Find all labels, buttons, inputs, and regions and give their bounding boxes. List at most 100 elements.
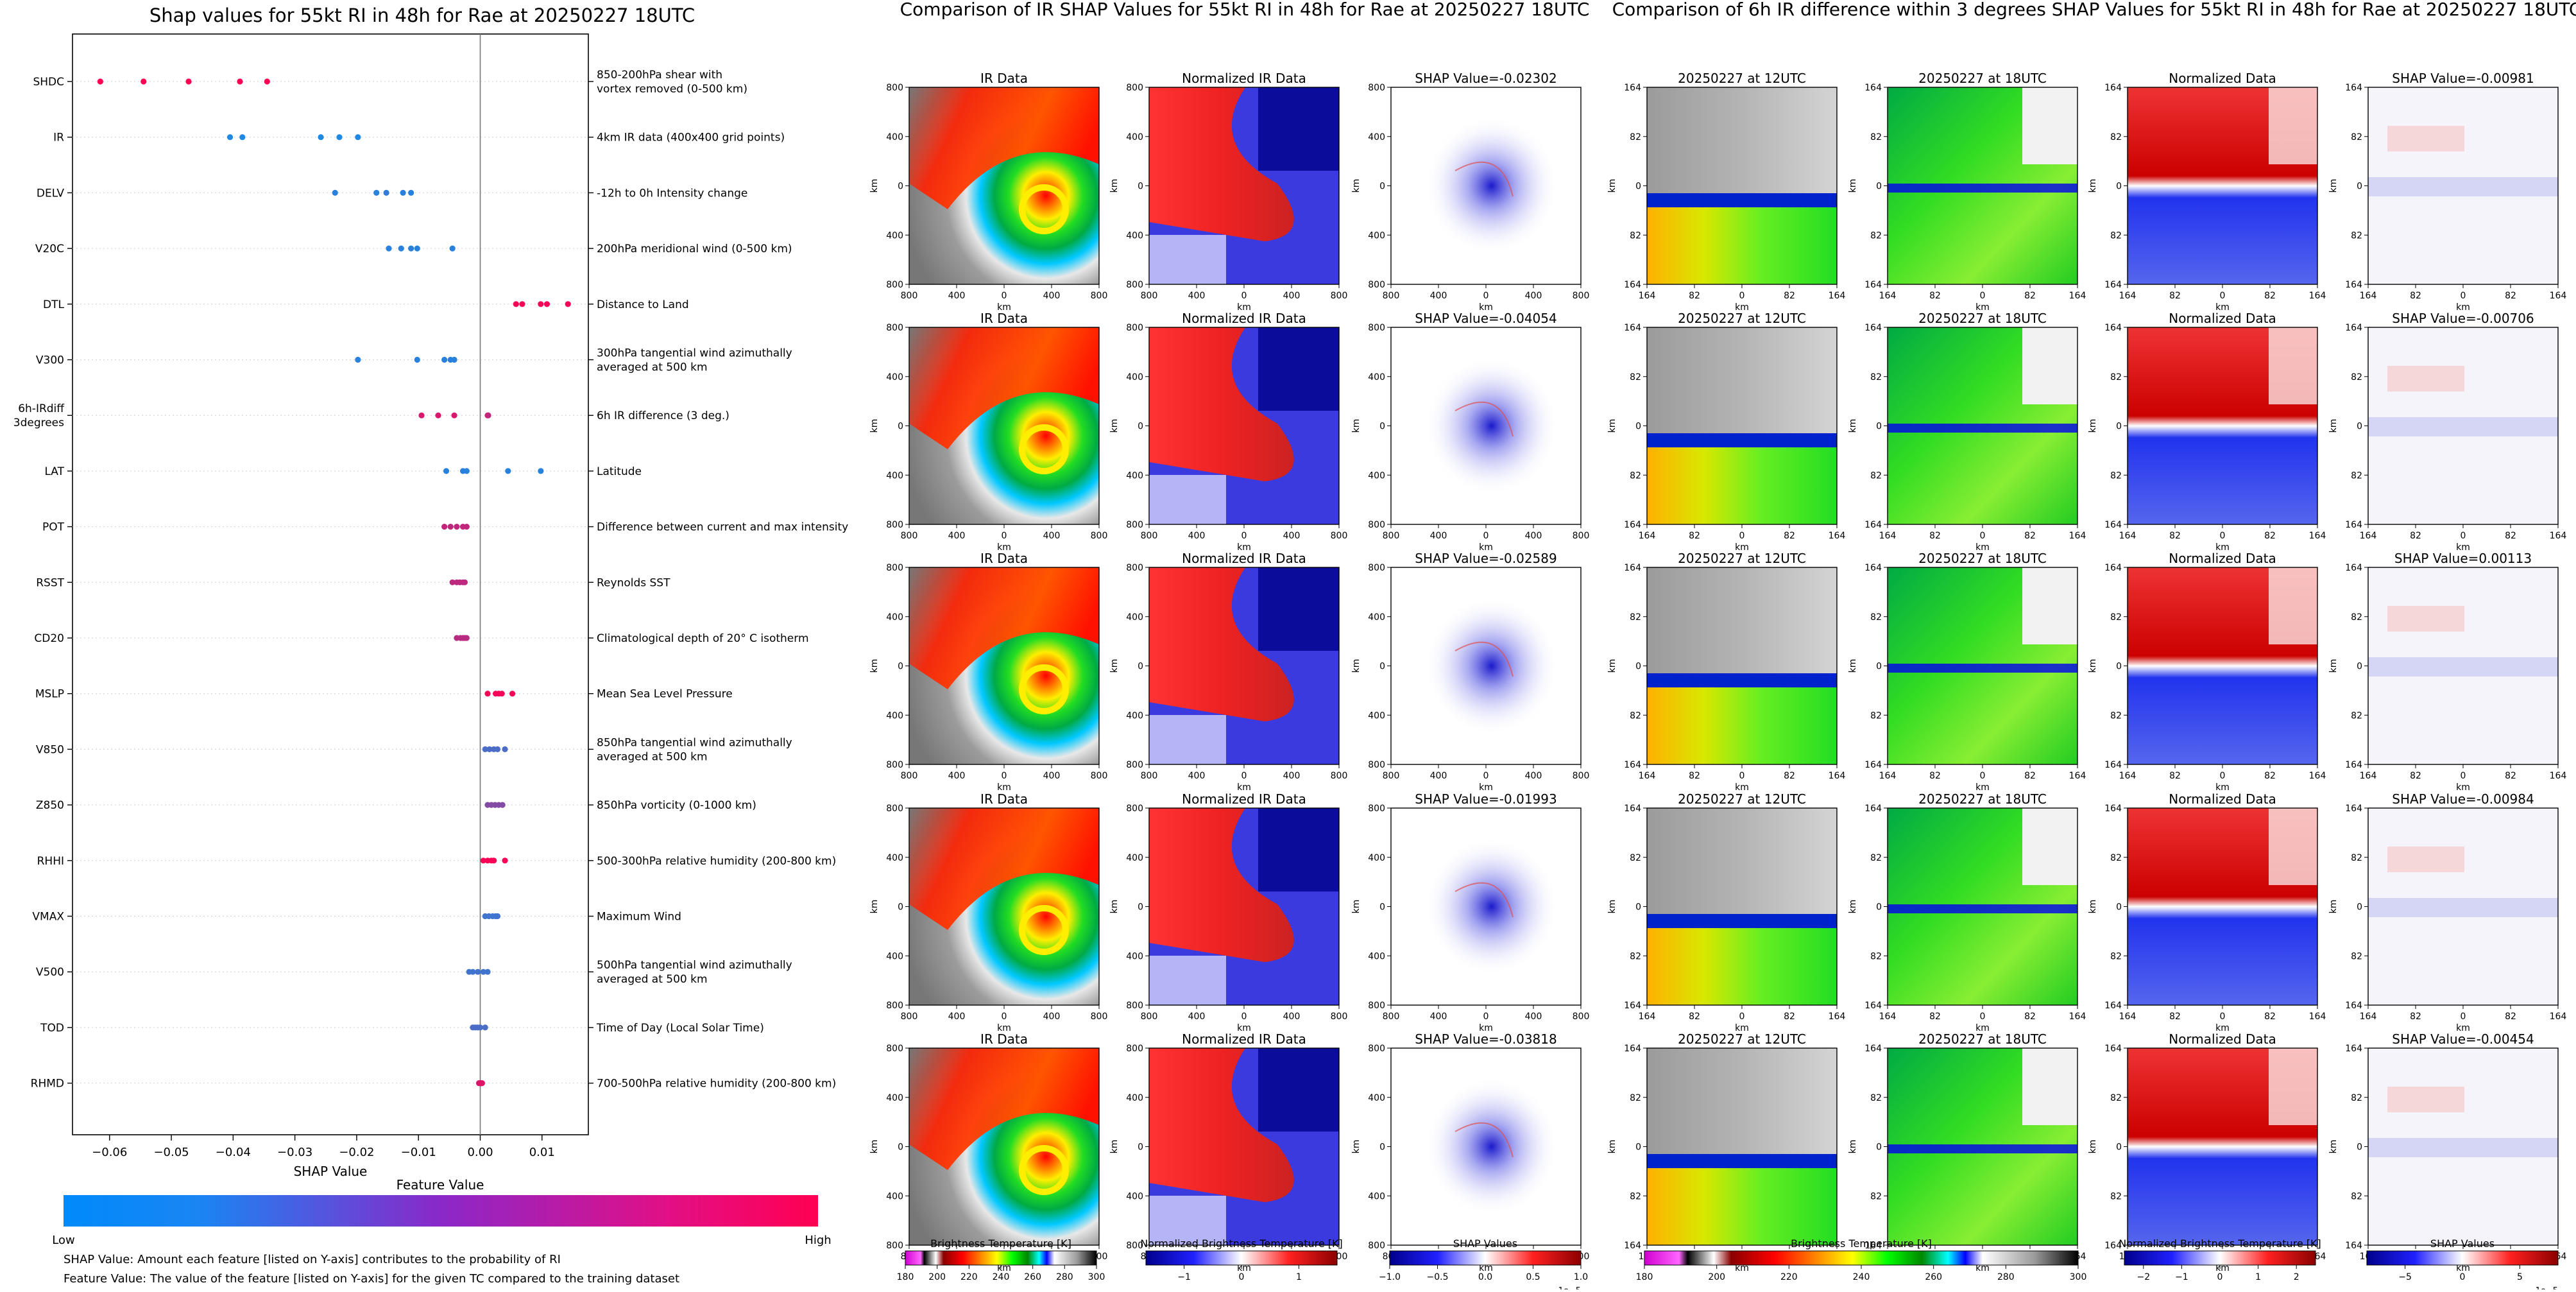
x-axis-label: km: [1975, 542, 1990, 553]
x-tick-label: 400: [1043, 771, 1061, 781]
x-tick-label: 0: [1483, 771, 1489, 781]
shap-point: [449, 245, 456, 252]
feature-name: Z850: [36, 799, 64, 812]
panel-title: 20250227 at 18UTC: [1918, 71, 2047, 86]
y-tick-label: 164: [2104, 760, 2122, 770]
shap-point: [505, 468, 511, 474]
shap-point: [336, 134, 343, 141]
feature-name: V300: [36, 354, 64, 367]
feature-colorbar: [64, 1195, 818, 1227]
norm-neutral-region: [1149, 475, 1226, 524]
diff-normalized-map: Normalized Data1641648282008282164164kmk…: [2088, 791, 2326, 1033]
x-tick-label: 164: [1829, 531, 1846, 541]
y-tick-label: 164: [1624, 1001, 1641, 1011]
shap-plot-frame: [72, 33, 589, 1135]
diff-shap-band: [2368, 177, 2558, 196]
diff12-boundary: [1647, 914, 1837, 928]
y-tick-label: 800: [886, 1241, 903, 1251]
diff18-boundary: [1888, 424, 2077, 433]
norm-warm-band: [1149, 87, 1294, 241]
y-tick-label: 400: [886, 470, 903, 481]
diff-12utc-map: 20250227 at 12UTC1641648282008282164164k…: [1607, 551, 1845, 793]
x-tick-label: 82: [2024, 1012, 2036, 1022]
x-axis-label: km: [997, 302, 1011, 313]
x-axis-label: km: [1735, 302, 1749, 313]
diff18-boundary: [1888, 1144, 2077, 1153]
y-tick-label: 400: [1368, 951, 1385, 961]
y-tick-label: 800: [886, 1001, 903, 1011]
y-tick-label: 82: [2110, 951, 2122, 961]
x-tick-label: 164: [2360, 531, 2377, 541]
feature-description-line: 200hPa meridional wind (0-500 km): [597, 243, 792, 255]
panel-title: Normalized Data: [2169, 791, 2276, 807]
x-tick-label: 82: [2264, 1012, 2276, 1022]
y-tick-label: 400: [886, 132, 903, 142]
y-tick-label: 0: [1379, 902, 1385, 913]
x-tick-label: 800: [1383, 291, 1400, 301]
diff-shap-colorbar-label: SHAP Values: [2430, 1237, 2495, 1250]
y-tick-label: 164: [1864, 280, 1882, 290]
x-tick-label: 164: [2309, 531, 2326, 541]
panel-title: 20250227 at 18UTC: [1918, 551, 2047, 566]
colorbar-tick-label: 180: [897, 1272, 914, 1282]
ir-brightness-colorbar: [905, 1250, 1097, 1266]
y-axis-label: km: [1109, 179, 1120, 193]
y-tick-label: 82: [1630, 132, 1641, 142]
feature-name: RSST: [36, 576, 64, 589]
feature-description-line: Mean Sea Level Pressure: [597, 688, 733, 701]
panel-title: 20250227 at 12UTC: [1678, 1031, 1806, 1047]
y-tick-label: 164: [2104, 280, 2122, 290]
shap-point: [414, 245, 420, 252]
y-tick-label: 164: [2345, 1001, 2362, 1011]
feature-name-line: RHHI: [37, 855, 64, 868]
diff12-warm-region: [1647, 673, 1837, 764]
norm-cold-region: [1258, 567, 1339, 651]
shap-point: [475, 969, 481, 975]
y-tick-label: 400: [886, 711, 903, 721]
norm-cold-region: [1258, 1048, 1339, 1132]
y-tick-label: 800: [1368, 1241, 1385, 1251]
shap-point: [482, 1024, 488, 1031]
x-axis-label: km: [1237, 782, 1251, 793]
x-tick-label: 800: [1141, 771, 1158, 781]
y-tick-label: 800: [1368, 760, 1385, 770]
x-tick-label: 164: [1829, 1012, 1846, 1022]
y-tick-label: 800: [886, 804, 903, 814]
x-tick-label: 0: [2220, 771, 2226, 781]
shap-point: [400, 189, 406, 196]
x-tick-label: 800: [1383, 531, 1400, 541]
x-tick-label: 82: [2505, 771, 2516, 781]
x-tick-label: 82: [1784, 1012, 1795, 1022]
y-axis-label: km: [2088, 419, 2098, 433]
y-tick-label: 82: [1630, 230, 1641, 241]
feature-description: Mean Sea Level Pressure: [597, 688, 733, 701]
x-tick-label: 164: [1879, 291, 1897, 301]
x-tick-label: 400: [1188, 531, 1206, 541]
y-tick-label: 400: [886, 1191, 903, 1202]
y-tick-label: 400: [1126, 132, 1143, 142]
shap-positive-arc: [1454, 882, 1514, 918]
x-axis-label: km: [1479, 302, 1493, 313]
feature-name: DTL: [43, 298, 64, 311]
feature-description-line: Latitude: [597, 465, 642, 478]
x-tick-label: 164: [2119, 1012, 2137, 1022]
shap-point: [494, 746, 501, 752]
x-axis-label: km: [1237, 1263, 1251, 1273]
x-tick-label: 82: [2410, 291, 2421, 301]
colorbar-tick-label: 0.5: [1526, 1272, 1540, 1282]
y-tick-label: 82: [1870, 612, 1882, 623]
diff-normalized-colorbar-label: Normalized Brightness Temperature [K]: [2119, 1237, 2321, 1250]
y-tick-label: 82: [1630, 372, 1641, 383]
shap-point: [447, 524, 454, 530]
diff-18utc-map: 20250227 at 18UTC1641648282008282164164k…: [1848, 311, 2086, 553]
y-tick-label: 800: [886, 280, 903, 290]
feature-name: V500: [36, 966, 64, 979]
y-tick-label: 164: [1624, 804, 1641, 814]
feature-description-line: Reynolds SST: [597, 576, 670, 589]
y-tick-label: 400: [1368, 132, 1385, 142]
x-tick-label: 82: [1929, 291, 1941, 301]
y-tick-label: 0: [2116, 422, 2122, 432]
feature-name-line: V850: [36, 743, 64, 756]
